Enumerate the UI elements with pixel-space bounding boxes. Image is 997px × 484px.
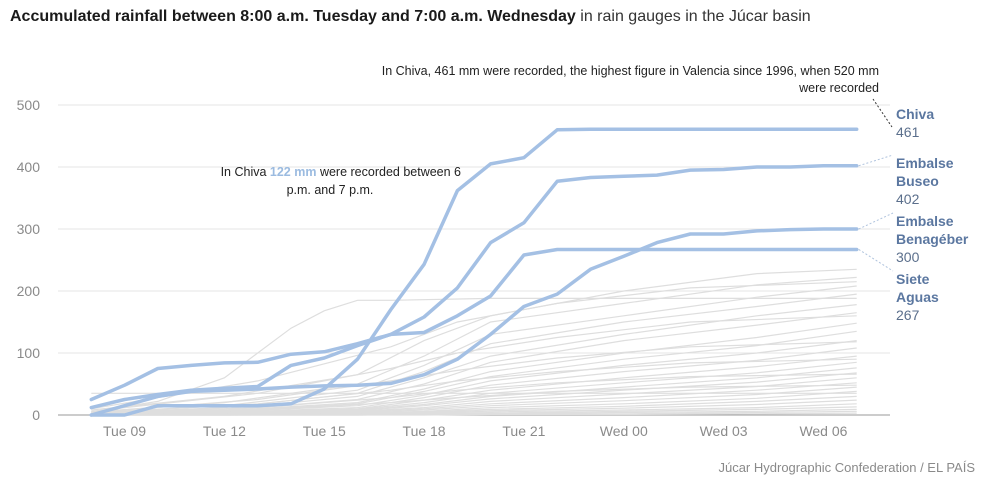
series-label-embalse-benagéber: Benagéber	[896, 231, 969, 247]
background-series-line	[91, 322, 857, 415]
series-final-value-chiva: 461	[896, 124, 920, 140]
series-label-embalse-benagéber: Embalse	[896, 213, 954, 229]
background-series-line	[91, 341, 857, 414]
chiva-hour-annotation-line2: p.m. and 7 p.m.	[287, 183, 374, 197]
chiva-record-connector	[872, 98, 893, 128]
series-label-embalse-buseo: Buseo	[896, 173, 939, 189]
background-series-line	[91, 373, 857, 415]
chiva-hour-pre: In Chiva	[221, 165, 270, 179]
label-connectors	[872, 98, 893, 128]
x-tick-label: Wed 03	[700, 423, 748, 439]
x-tick-label: Tue 09	[103, 423, 146, 439]
x-tick-label: Wed 00	[600, 423, 648, 439]
y-tick-label: 200	[17, 283, 41, 299]
source-credit: Júcar Hydrographic Confederation / EL PA…	[718, 460, 975, 475]
x-axis-tick-labels: Tue 09 Tue 12 Tue 15 Tue 18 Tue 21 Wed 00 Wed …	[103, 423, 848, 439]
series-line-siete-aguas	[89, 247, 859, 402]
x-tick-label: Tue 12	[203, 423, 246, 439]
series-line-chiva	[89, 127, 859, 417]
y-tick-label: 300	[17, 221, 41, 237]
x-tick-label: Tue 18	[403, 423, 446, 439]
chiva-hour-post: were recorded between 6	[316, 165, 461, 179]
background-series-line	[91, 412, 857, 416]
background-series-line	[91, 367, 857, 415]
series-label-connector	[858, 154, 894, 167]
x-tick-label: Tue 21	[502, 423, 545, 439]
highlighted-series-lines	[89, 127, 859, 417]
chiva-record-annotation-line2: were recorded	[798, 81, 879, 95]
chiva-hour-highlight: 122 mm	[270, 165, 317, 179]
y-tick-label: 500	[17, 97, 41, 113]
title-bold: Accumulated rainfall between 8:00 a.m. T…	[10, 8, 576, 25]
y-tick-label: 0	[32, 407, 40, 423]
y-axis-tick-labels: 0 100 200 300 400 500	[17, 97, 41, 423]
series-line-embalse-buseo	[89, 164, 859, 410]
title-normal: in rain gauges in the Júcar basin	[575, 8, 811, 25]
background-series-line	[91, 399, 857, 416]
chiva-hour-annotation-line1: In Chiva 122 mm were recorded between 6	[221, 165, 461, 179]
series-line-embalse-benagéber	[89, 227, 859, 417]
background-series-line	[91, 281, 857, 410]
chiva-record-annotation-line1: In Chiva, 461 mm were recorded, the high…	[382, 64, 879, 78]
background-series-line	[91, 285, 857, 414]
background-series-line	[91, 358, 857, 414]
y-tick-label: 100	[17, 345, 41, 361]
background-series-line	[91, 384, 857, 415]
series-final-value-embalse-buseo: 402	[896, 191, 920, 207]
x-tick-label: Wed 06	[799, 423, 847, 439]
series-label-embalse-buseo: Embalse	[896, 155, 954, 171]
chart-title: Accumulated rainfall between 8:00 a.m. T…	[10, 8, 811, 26]
series-final-value-siete-aguas: 267	[896, 307, 920, 323]
series-labels: Chiva 461 Embalse Buseo 402 Embalse Benagéber 3…	[858, 106, 969, 323]
series-label-siete-aguas: Siete	[896, 271, 930, 287]
series-label-connector	[858, 212, 894, 230]
series-label-chiva: Chiva	[896, 106, 934, 122]
series-final-value-embalse-benagéber: 300	[896, 249, 920, 265]
y-tick-label: 400	[17, 159, 41, 175]
series-label-connector	[858, 249, 894, 272]
x-tick-label: Tue 15	[303, 423, 346, 439]
background-series-line	[91, 276, 857, 413]
series-label-siete-aguas: Aguas	[896, 289, 939, 305]
